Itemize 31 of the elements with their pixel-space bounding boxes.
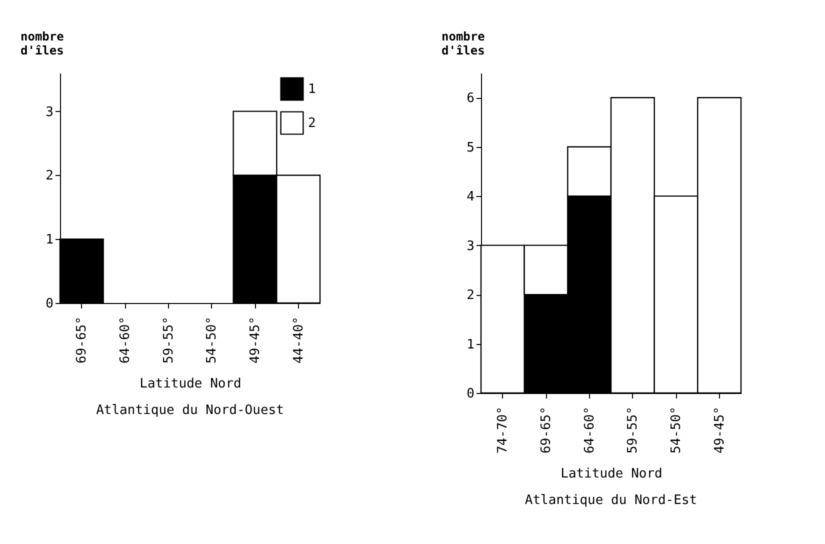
x-tick-label: 49-45°	[248, 316, 263, 364]
x-tick-label: 74-70°	[496, 406, 511, 454]
x-tick-label: 54-50°	[669, 406, 684, 454]
x-tick-label: 54-50°	[204, 316, 220, 364]
x-tick-label: 49-45°	[712, 406, 728, 454]
x-tick-label: 64-60°	[582, 406, 598, 454]
y-axis-title: nombre d'îles	[20, 30, 64, 58]
text: Atlantique du Nord-Est	[524, 492, 698, 508]
legend-label: 1	[308, 82, 316, 97]
y-tick-label: 0	[46, 296, 54, 312]
x-tick-label: 59-55°	[626, 406, 641, 454]
y-tick-label: 6	[466, 91, 474, 106]
x-tick-label: 59-55°	[161, 316, 176, 364]
y-tick-label: 2	[466, 288, 474, 304]
x-tick-label: 69-65°	[74, 316, 90, 364]
x-axis-title: Latitude Nord	[140, 376, 242, 392]
x-tick-label: 64-60°	[118, 316, 133, 364]
legend-label: 2	[308, 116, 316, 131]
y-tick-label: 3	[46, 104, 54, 120]
y-axis-title: nombre d'îles	[442, 30, 485, 58]
y-tick-label: 1	[46, 232, 54, 248]
y-tick-label: 2	[46, 168, 54, 184]
y-tick-label: 4	[466, 190, 475, 205]
y-tick-label: 5	[466, 140, 474, 156]
y-tick-label: 1	[466, 337, 474, 352]
y-tick-label: 0	[466, 386, 474, 402]
y-tick-label: 3	[466, 238, 474, 254]
x-tick-label: 44-40°	[291, 316, 306, 364]
x-axis-title: Latitude Nord	[560, 466, 662, 482]
text: Atlantique du Nord-Ouest	[96, 402, 284, 418]
x-tick-label: 69-65°	[539, 406, 554, 454]
